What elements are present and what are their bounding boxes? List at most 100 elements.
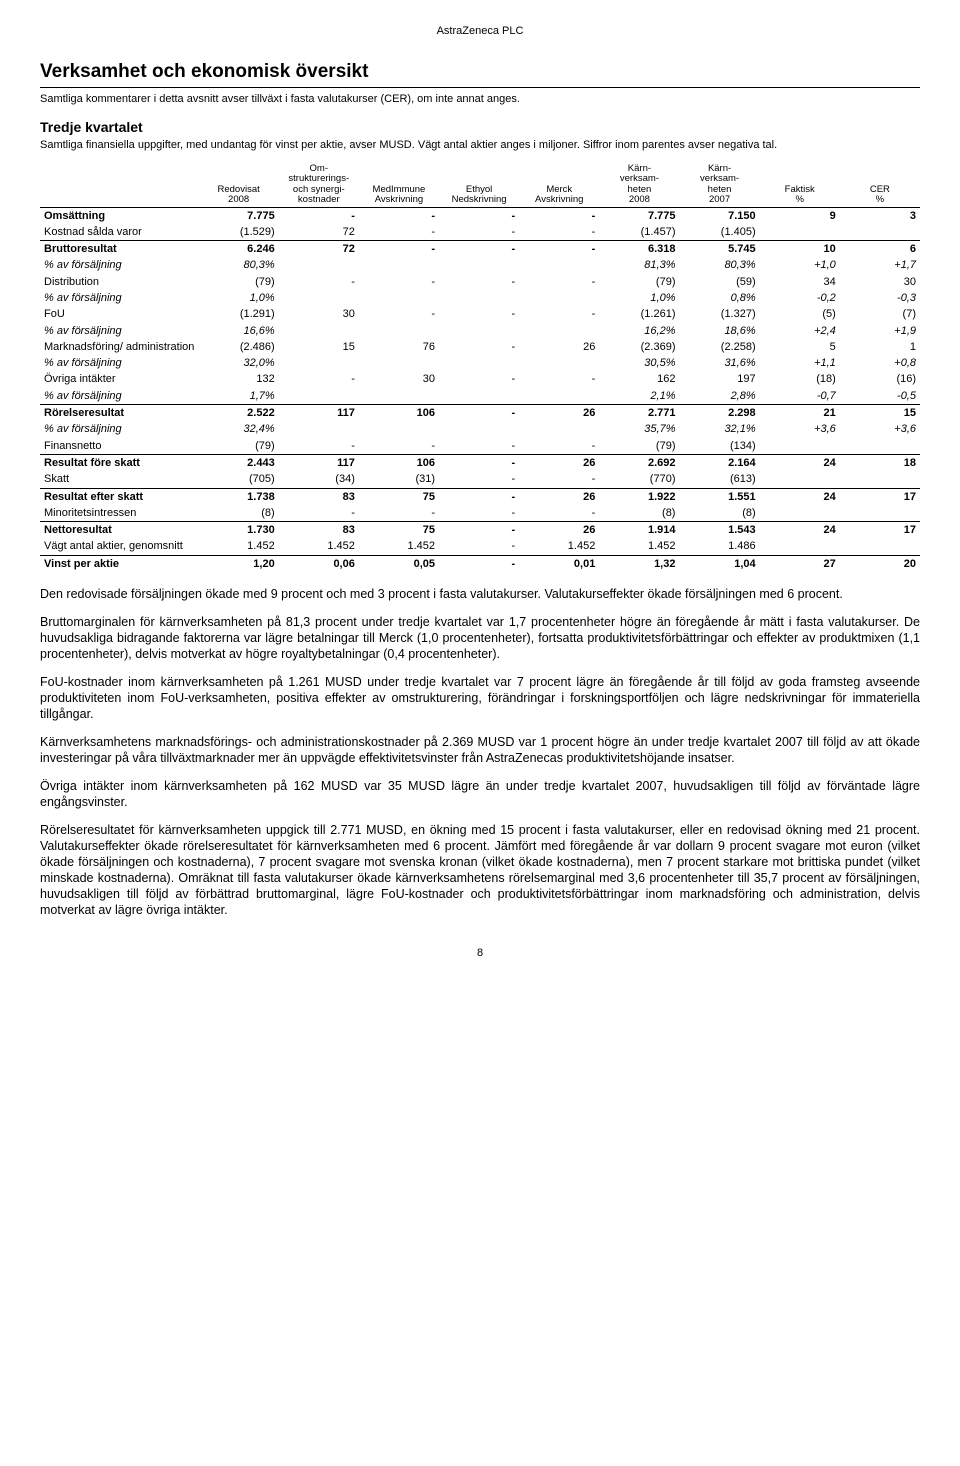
cell: (16) (840, 371, 920, 387)
row-label: Marknadsföring/ administration (40, 339, 199, 355)
cell: - (519, 306, 599, 322)
body-text: Den redovisade försäljningen ökade med 9… (40, 586, 920, 918)
row-label: Omsättning (40, 207, 199, 224)
cell: 26 (519, 488, 599, 505)
cell: 34 (760, 274, 840, 290)
cell: (613) (679, 471, 759, 488)
cell: 17 (840, 522, 920, 539)
col-header: MedImmuneAvskrivning (359, 163, 439, 207)
cell: - (359, 505, 439, 522)
cell: 10 (760, 241, 840, 258)
cell: 1,04 (679, 555, 759, 572)
cell: 0,05 (359, 555, 439, 572)
col-header: Kärn-verksam-heten2008 (599, 163, 679, 207)
col-header: MerckAvskrivning (519, 163, 599, 207)
cell: 0,01 (519, 555, 599, 572)
row-label: Övriga intäkter (40, 371, 199, 387)
cell: 1.738 (199, 488, 279, 505)
table-row: Minoritetsintressen(8)----(8)(8) (40, 505, 920, 522)
cell: - (439, 306, 519, 322)
cell: (18) (760, 371, 840, 387)
row-label: Distribution (40, 274, 199, 290)
cell: - (359, 438, 439, 455)
cell: +1,7 (840, 257, 920, 273)
cell (359, 290, 439, 306)
cell: 21 (760, 405, 840, 422)
paragraph: Bruttomarginalen för kärnverksamheten på… (40, 614, 920, 662)
cell: - (439, 241, 519, 258)
cell: 83 (279, 522, 359, 539)
row-label: Vägt antal aktier, genomsnitt (40, 538, 199, 555)
cell (439, 323, 519, 339)
cell: (705) (199, 471, 279, 488)
cell: - (439, 224, 519, 241)
row-label: Skatt (40, 471, 199, 488)
row-label: Minoritetsintressen (40, 505, 199, 522)
table-row: % av försäljning32,4%35,7%32,1%+3,6+3,6 (40, 421, 920, 437)
cell: (1.291) (199, 306, 279, 322)
cell: 1.486 (679, 538, 759, 555)
cell: - (439, 471, 519, 488)
table-row: FoU(1.291)30---(1.261)(1.327)(5)(7) (40, 306, 920, 322)
cell: -0,3 (840, 290, 920, 306)
cell: 30,5% (599, 355, 679, 371)
table-row: Vinst per aktie1,200,060,05-0,011,321,04… (40, 555, 920, 572)
cell: 1.730 (199, 522, 279, 539)
cell: 1,0% (599, 290, 679, 306)
cell: 7.150 (679, 207, 759, 224)
cell (760, 471, 840, 488)
cell: 106 (359, 454, 439, 471)
cell: 30 (279, 306, 359, 322)
cell (359, 421, 439, 437)
cell (840, 538, 920, 555)
cell: - (519, 241, 599, 258)
cell: (7) (840, 306, 920, 322)
cell: 7.775 (199, 207, 279, 224)
cell: (770) (599, 471, 679, 488)
cell: 197 (679, 371, 759, 387)
cell: - (439, 505, 519, 522)
row-label: % av försäljning (40, 257, 199, 273)
cell: (1.405) (679, 224, 759, 241)
cell: 2,1% (599, 388, 679, 405)
cell: 1.452 (599, 538, 679, 555)
cell: 5.745 (679, 241, 759, 258)
cell: 1,32 (599, 555, 679, 572)
cell (439, 355, 519, 371)
cell: 7.775 (599, 207, 679, 224)
cell: (1.457) (599, 224, 679, 241)
cell: 81,3% (599, 257, 679, 273)
cell: 1.922 (599, 488, 679, 505)
cell: 117 (279, 405, 359, 422)
cell: - (519, 224, 599, 241)
cell: 2.164 (679, 454, 759, 471)
cell: 0,8% (679, 290, 759, 306)
cell: 75 (359, 488, 439, 505)
row-label: FoU (40, 306, 199, 322)
section-heading: Tredje kvartalet (40, 118, 920, 136)
cell: (31) (359, 471, 439, 488)
col-header: Faktisk% (760, 163, 840, 207)
col-header: Redovisat2008 (199, 163, 279, 207)
cell: (5) (760, 306, 840, 322)
cell (519, 355, 599, 371)
cell (279, 290, 359, 306)
cell (760, 438, 840, 455)
cell: 26 (519, 405, 599, 422)
cell: - (279, 207, 359, 224)
table-row: Resultat före skatt2.443117106-262.6922.… (40, 454, 920, 471)
cell: (79) (199, 274, 279, 290)
cell: +3,6 (760, 421, 840, 437)
cell: - (439, 522, 519, 539)
col-header: Kärn-verksam-heten2007 (679, 163, 759, 207)
cell (519, 421, 599, 437)
cell: (2.369) (599, 339, 679, 355)
cell: 1.452 (519, 538, 599, 555)
cell: 72 (279, 241, 359, 258)
cell (519, 323, 599, 339)
cell (760, 505, 840, 522)
cell: 32,4% (199, 421, 279, 437)
cell: 0,06 (279, 555, 359, 572)
cell (279, 323, 359, 339)
cell: - (359, 306, 439, 322)
